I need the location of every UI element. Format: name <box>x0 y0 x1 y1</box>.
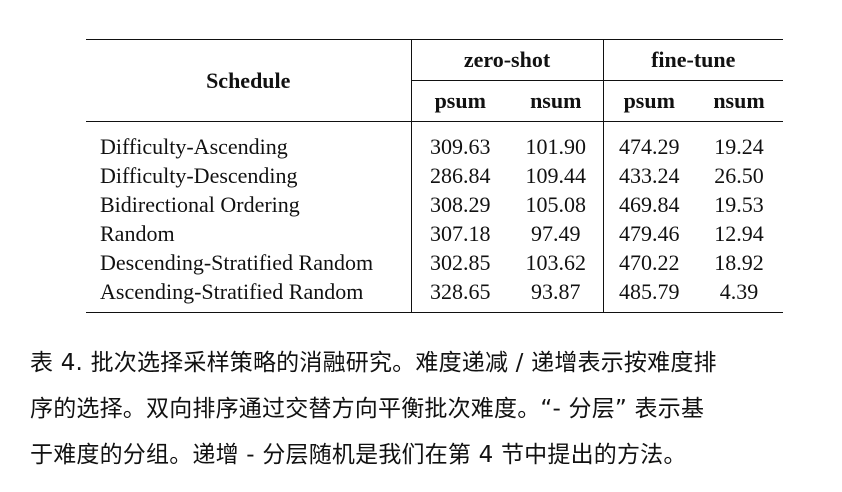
cell-zs-psum: 309.63 <box>410 121 509 161</box>
caption-line: 表 4. 批次选择采样策略的消融研究。难度递减 / 递增表示按难度排 <box>30 350 717 376</box>
metric-header-ft-nsum: nsum <box>713 88 765 113</box>
row-label: Bidirectional Ordering <box>100 191 300 217</box>
cell-zs-psum: 302.85 <box>410 248 509 277</box>
cell-zs-nsum: 103.62 <box>525 249 587 275</box>
cell-zs-nsum: 109.44 <box>525 162 587 188</box>
schedule-header: Schedule <box>86 39 411 122</box>
group-header-zero-shot: zero-shot <box>410 39 603 81</box>
cell-ft-psum: 470.22 <box>602 248 695 277</box>
cell-ft-nsum: 12.94 <box>714 220 764 246</box>
cell-ft-nsum: 18.92 <box>714 249 764 275</box>
table-caption: 表 4. 批次选择采样策略的消融研究。难度递减 / 递增表示按难度排 序的选择。… <box>30 340 820 478</box>
table-row: Ascending-Stratified Random 328.65 93.87… <box>86 277 783 313</box>
table-row: Descending-Stratified Random 302.85 103.… <box>86 248 783 277</box>
cell-ft-nsum: 19.24 <box>695 121 783 161</box>
cell-ft-psum: 485.79 <box>602 277 695 313</box>
cell-ft-psum: 474.29 <box>602 121 695 161</box>
table-row: Random 307.18 97.49 479.46 12.94 <box>86 219 783 248</box>
group-header-fine-tune: fine-tune <box>602 39 783 81</box>
cell-ft-nsum: 26.50 <box>714 162 764 188</box>
table-body: Difficulty-Ascending 309.63 101.90 474.2… <box>86 121 783 313</box>
cell-ft-psum: 433.24 <box>602 161 695 190</box>
table-row: Difficulty-Ascending 309.63 101.90 474.2… <box>86 121 783 161</box>
row-label: Difficulty-Ascending <box>86 121 411 161</box>
cell-zs-nsum: 105.08 <box>525 191 587 217</box>
cell-ft-nsum: 19.53 <box>714 191 764 217</box>
metric-header-ft-psum: psum <box>602 80 695 122</box>
row-label: Ascending-Stratified Random <box>86 277 411 313</box>
cell-zs-psum: 328.65 <box>410 277 509 313</box>
table-row: Bidirectional Ordering 308.29 105.08 469… <box>86 190 783 219</box>
caption-line: 序的选择。双向排序通过交替方向平衡批次难度。“- 分层” 表示基 <box>30 396 705 422</box>
row-label: Difficulty-Descending <box>100 162 298 188</box>
cell-zs-nsum: 101.90 <box>509 121 603 161</box>
table-row: Difficulty-Descending 286.84 109.44 433.… <box>86 161 783 190</box>
cell-ft-psum: 469.84 <box>602 190 695 219</box>
cell-ft-nsum: 4.39 <box>695 277 783 313</box>
cell-zs-nsum: 93.87 <box>509 277 603 313</box>
caption-line: 于难度的分组。递增 - 分层随机是我们在第 4 节中提出的方法。 <box>30 442 687 468</box>
ablation-table: Schedule zero-shot fine-tune psum nsum p… <box>86 39 783 313</box>
row-label: Random <box>100 220 175 246</box>
metric-header-zs-psum: psum <box>410 80 509 122</box>
cell-zs-psum: 286.84 <box>410 161 509 190</box>
cell-zs-psum: 308.29 <box>410 190 509 219</box>
cell-zs-psum: 307.18 <box>410 219 509 248</box>
row-label: Descending-Stratified Random <box>100 249 374 275</box>
cell-ft-psum: 479.46 <box>602 219 695 248</box>
metric-header-zs-nsum: nsum <box>530 88 582 113</box>
cell-zs-nsum: 97.49 <box>531 220 581 246</box>
